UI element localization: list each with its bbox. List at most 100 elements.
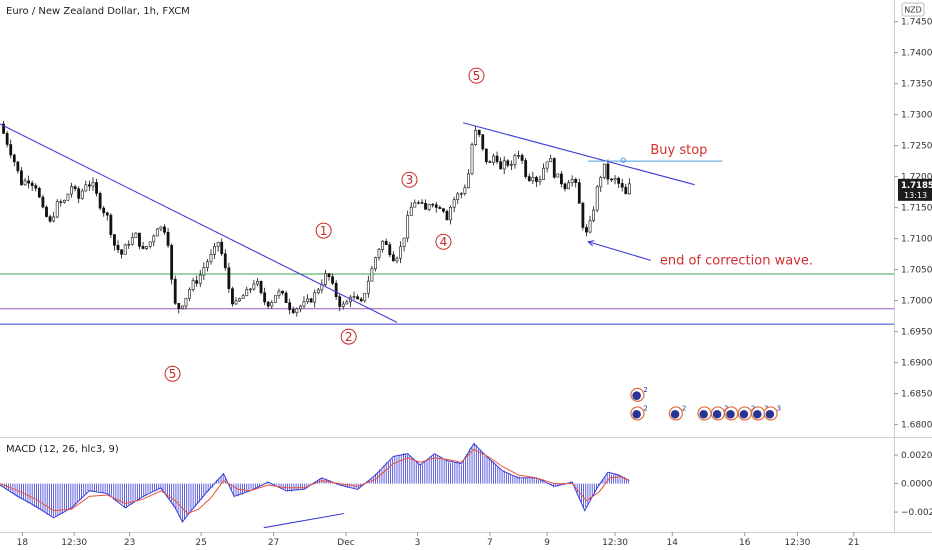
event-icon[interactable]: 2	[710, 404, 728, 421]
wave-label-number: 1	[320, 224, 328, 238]
candle	[459, 192, 463, 199]
event-icons[interactable]: 2222233	[630, 386, 781, 421]
candle-body	[5, 133, 9, 145]
time-tick-label: 12:30	[61, 538, 87, 548]
candle	[606, 159, 610, 185]
candle	[120, 249, 123, 259]
event-icon[interactable]	[724, 406, 739, 421]
candle	[41, 194, 45, 209]
candle-body	[41, 196, 45, 208]
wave-label-circle	[315, 222, 332, 239]
candle-body	[610, 178, 613, 181]
candle-body	[256, 281, 259, 285]
currency-badge[interactable]	[901, 2, 925, 17]
candle	[123, 243, 127, 255]
candle-body	[324, 273, 327, 285]
candle	[359, 297, 363, 303]
candle	[223, 249, 227, 271]
candle	[248, 288, 252, 294]
candle	[302, 296, 306, 309]
candle-body	[30, 182, 34, 186]
candle-body	[545, 161, 549, 169]
candle	[620, 178, 624, 192]
candle-body	[624, 186, 628, 195]
candle-body	[130, 237, 134, 245]
price-tick-label: 1.73500	[901, 80, 932, 90]
candle	[198, 270, 202, 288]
event-icon-count: 2	[643, 386, 647, 394]
event-icon[interactable]: 2	[737, 404, 755, 421]
candle	[234, 297, 238, 305]
wave-label-circle	[401, 171, 418, 188]
candle	[413, 199, 417, 208]
candle-body	[563, 183, 567, 190]
candle-body	[223, 253, 227, 269]
candle-body	[366, 280, 370, 294]
candle-body	[206, 261, 209, 268]
horizontal-levels	[0, 273, 894, 325]
candle-body	[27, 180, 31, 184]
candle-body	[166, 231, 170, 246]
candle-body	[9, 144, 13, 156]
event-icon[interactable]: 3	[763, 404, 781, 421]
candle-body	[467, 173, 470, 189]
candle	[356, 294, 360, 300]
candle-body	[542, 167, 545, 180]
event-icon-dot	[753, 409, 762, 419]
event-icon-count: 2	[643, 404, 647, 412]
candle	[377, 248, 381, 261]
macd-tick-label: 0.00000	[901, 480, 932, 490]
candle	[9, 139, 13, 159]
candle-body	[84, 184, 88, 192]
candle-body	[538, 179, 542, 182]
time-tick-label: Dec	[337, 538, 354, 548]
currency-label: NZD	[904, 6, 922, 15]
time-axis[interactable]: 18 12:30 23 25 27 Dec 3 7 9 12:30 14 16 12:30 21	[0, 532, 932, 548]
candle-body	[291, 309, 295, 313]
event-icon[interactable]: 2	[630, 404, 648, 421]
candle	[484, 148, 488, 165]
candle-body	[495, 155, 499, 162]
price-axis[interactable]: 1.74500 1.74000 1.73500 1.73000 1.72500 1.720…	[894, 0, 932, 532]
candle	[556, 173, 560, 178]
event-icon[interactable]	[697, 406, 712, 421]
candle-body	[442, 208, 445, 212]
candle-body	[588, 220, 592, 233]
candle	[256, 277, 259, 287]
candle-body	[370, 268, 374, 282]
chart-title: Euro / New Zealand Dollar, 1h, FXCM	[6, 6, 190, 17]
candle	[316, 287, 320, 295]
event-icon[interactable]: 2	[668, 404, 686, 421]
candle-body	[577, 182, 581, 204]
candle-body	[477, 129, 481, 135]
candle-body	[295, 308, 299, 313]
candle-body	[431, 204, 435, 206]
candle	[592, 206, 596, 223]
candle	[334, 280, 338, 300]
candle-body	[266, 301, 270, 307]
candle-body	[62, 200, 66, 203]
event-icon-dot	[712, 409, 722, 419]
candle-body	[148, 241, 152, 247]
candle	[66, 193, 70, 201]
candle	[563, 182, 567, 192]
main-pane[interactable]: 5 1 2 3 4 5 2 2 2 2 2 3 3 Euro / New Zealand Dollar…	[0, 0, 894, 437]
candle-body	[234, 300, 238, 305]
candle-body	[556, 173, 560, 178]
candle-body	[184, 297, 188, 307]
candle-body	[259, 281, 263, 294]
candle-body	[359, 298, 363, 302]
candle-body	[459, 193, 463, 195]
event-icon[interactable]: 2	[630, 386, 648, 402]
candle-body	[449, 206, 452, 221]
macd-pane[interactable]: MACD (12, 26, hlc3, 9)	[0, 442, 630, 529]
candle-body	[620, 183, 624, 188]
candle-body	[534, 176, 538, 182]
wave-label-circle	[164, 365, 181, 382]
candle	[2, 120, 5, 134]
candle-body	[252, 283, 256, 290]
candle	[263, 287, 267, 306]
candle	[288, 298, 292, 315]
price-tick-label: 1.70500	[901, 266, 932, 276]
